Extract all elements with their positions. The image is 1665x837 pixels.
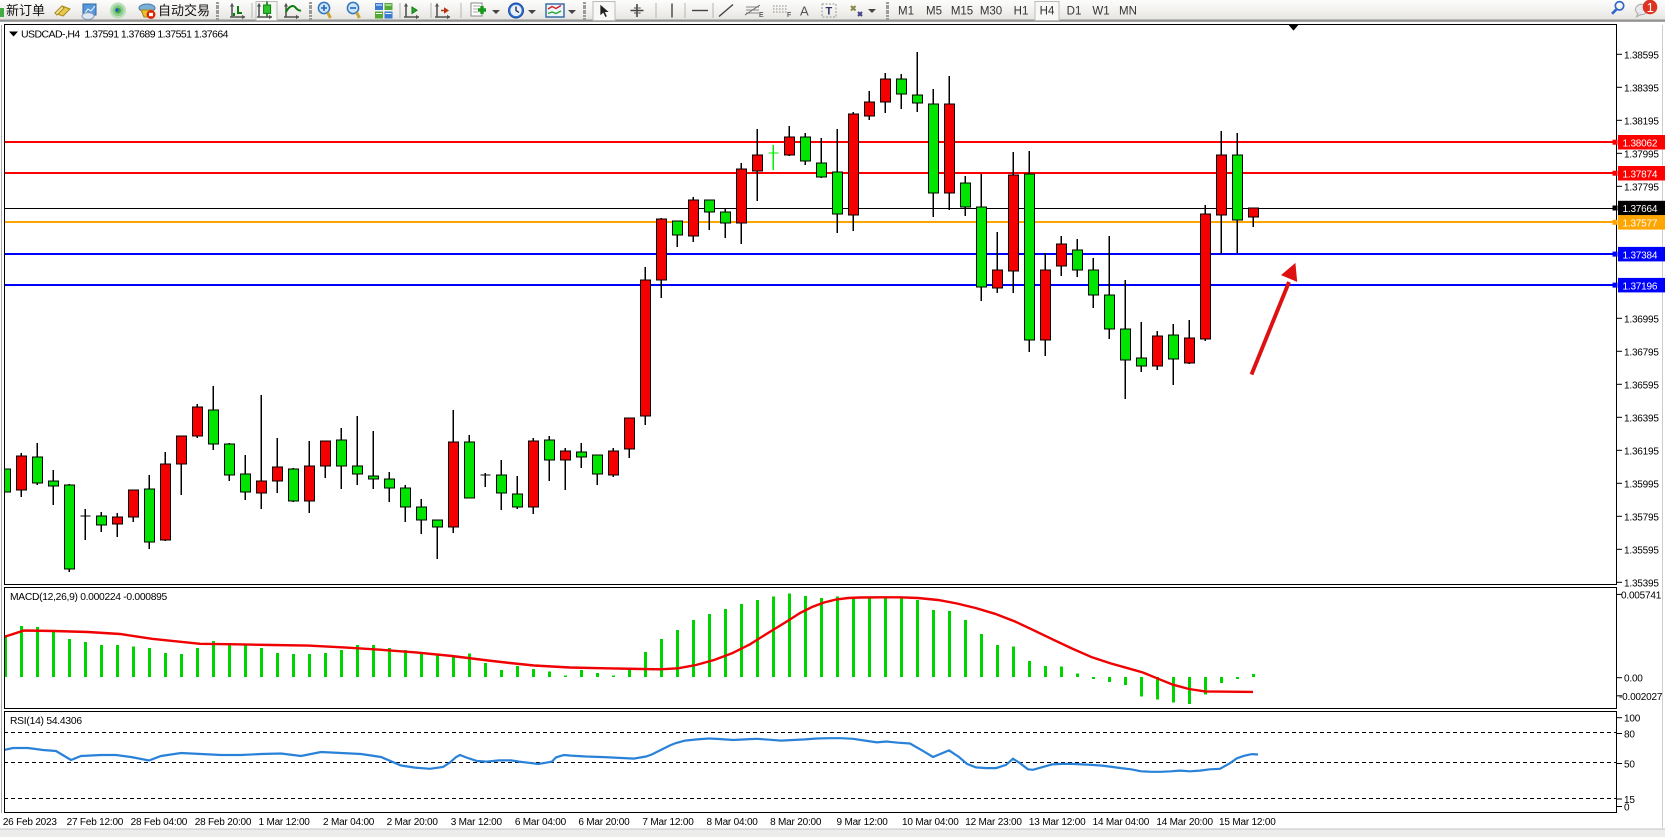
svg-text:F: F [787,12,791,19]
svg-text:-0.002027: -0.002027 [1619,692,1663,703]
svg-text:1.35595: 1.35595 [1624,545,1659,556]
svg-text:1.37995: 1.37995 [1624,149,1659,160]
svg-text:RSI(14) 54.4306: RSI(14) 54.4306 [10,716,82,727]
svg-text:M30: M30 [980,6,1002,18]
svg-text:M15: M15 [951,6,973,18]
svg-text:M5: M5 [926,6,942,18]
svg-text:1: 1 [1647,0,1654,15]
svg-text:8 Mar 04:00: 8 Mar 04:00 [707,817,759,828]
svg-text:26 Feb 2023: 26 Feb 2023 [3,817,58,828]
svg-text:12 Mar 23:00: 12 Mar 23:00 [965,817,1022,828]
svg-text:9 Mar 12:00: 9 Mar 12:00 [837,817,889,828]
svg-text:W1: W1 [1092,6,1109,18]
svg-text:6 Mar 20:00: 6 Mar 20:00 [578,817,630,828]
svg-text:1.36395: 1.36395 [1624,413,1659,424]
svg-text:15 Mar 12:00: 15 Mar 12:00 [1219,817,1276,828]
svg-text:14 Mar 20:00: 14 Mar 20:00 [1156,817,1213,828]
svg-text:1.35995: 1.35995 [1624,479,1659,490]
svg-text:T: T [826,6,833,18]
svg-text:1.36195: 1.36195 [1624,446,1659,457]
svg-text:7 Mar 12:00: 7 Mar 12:00 [642,817,694,828]
svg-text:0.00: 0.00 [1624,674,1643,685]
svg-text:E: E [759,12,764,19]
svg-text:1.36795: 1.36795 [1624,347,1659,358]
svg-text:自动交易: 自动交易 [158,3,210,18]
svg-text:6 Mar 04:00: 6 Mar 04:00 [515,817,567,828]
svg-text:1.37874: 1.37874 [1623,169,1658,180]
svg-text:1.38395: 1.38395 [1624,83,1659,94]
svg-text:100: 100 [1624,714,1641,725]
svg-text:8 Mar 20:00: 8 Mar 20:00 [770,817,822,828]
svg-text:2 Mar 20:00: 2 Mar 20:00 [387,817,439,828]
svg-text:1.35795: 1.35795 [1624,512,1659,523]
svg-text:H4: H4 [1040,6,1055,18]
svg-text:14 Mar 04:00: 14 Mar 04:00 [1093,817,1150,828]
svg-text:1.36995: 1.36995 [1624,314,1659,325]
svg-text:1.37664: 1.37664 [1623,204,1658,215]
svg-text:13 Mar 12:00: 13 Mar 12:00 [1029,817,1086,828]
svg-text:15: 15 [1624,795,1635,806]
svg-text:2 Mar 04:00: 2 Mar 04:00 [323,817,375,828]
svg-text:1.37577: 1.37577 [1623,219,1658,230]
svg-text:28 Feb 04:00: 28 Feb 04:00 [131,817,188,828]
svg-text:M1: M1 [898,6,914,18]
svg-text:1.38595: 1.38595 [1624,50,1659,61]
svg-text:0.005741: 0.005741 [1621,590,1662,601]
svg-text:1.37795: 1.37795 [1624,182,1659,193]
svg-text:28 Feb 20:00: 28 Feb 20:00 [195,817,252,828]
svg-text:1.38062: 1.38062 [1623,138,1658,149]
svg-text:27 Feb 12:00: 27 Feb 12:00 [67,817,124,828]
svg-text:1.36595: 1.36595 [1624,380,1659,391]
svg-text:1.35395: 1.35395 [1624,578,1659,589]
svg-text:新订单: 新订单 [6,3,45,18]
svg-text:3 Mar 12:00: 3 Mar 12:00 [451,817,503,828]
svg-text:1.37384: 1.37384 [1623,250,1658,261]
svg-text:80: 80 [1624,730,1635,741]
svg-text:MN: MN [1119,6,1137,18]
svg-text:0: 0 [1624,803,1630,814]
svg-text:1.38195: 1.38195 [1624,116,1659,127]
svg-text:D1: D1 [1067,6,1082,18]
svg-text:USDCAD-,H4 1.37591 1.37689 1.: USDCAD-,H4 1.37591 1.37689 1.37551 1.376… [21,29,229,41]
svg-text:A: A [800,4,809,19]
svg-text:10 Mar 04:00: 10 Mar 04:00 [902,817,959,828]
svg-text:MACD(12,26,9) 0.000224 -0.0008: MACD(12,26,9) 0.000224 -0.000895 [10,592,168,603]
svg-text:1.37196: 1.37196 [1623,281,1658,292]
svg-text:1 Mar 12:00: 1 Mar 12:00 [259,817,311,828]
svg-text:H1: H1 [1014,6,1029,18]
svg-text:50: 50 [1624,760,1635,771]
